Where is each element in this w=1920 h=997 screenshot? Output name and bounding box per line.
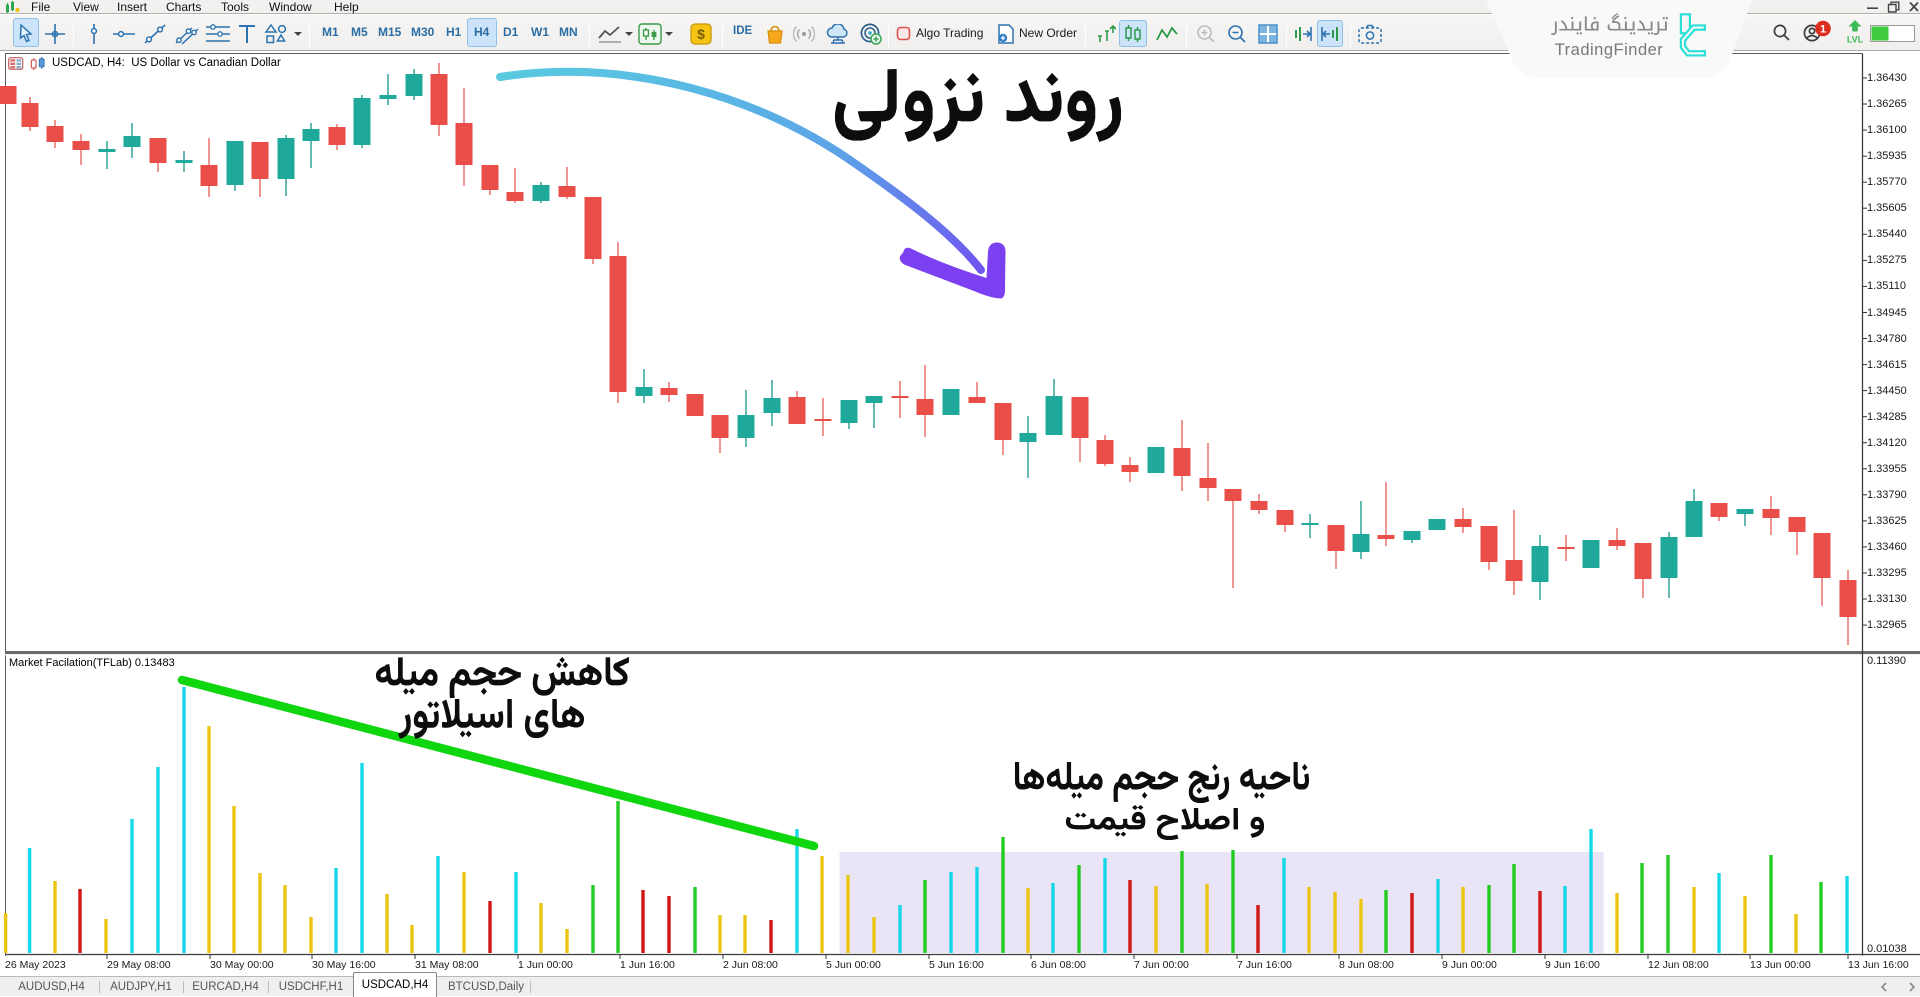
svg-text:LVL: LVL: [1847, 35, 1864, 45]
svg-text:1: 1: [1820, 24, 1826, 36]
svg-text:$: $: [697, 26, 705, 42]
